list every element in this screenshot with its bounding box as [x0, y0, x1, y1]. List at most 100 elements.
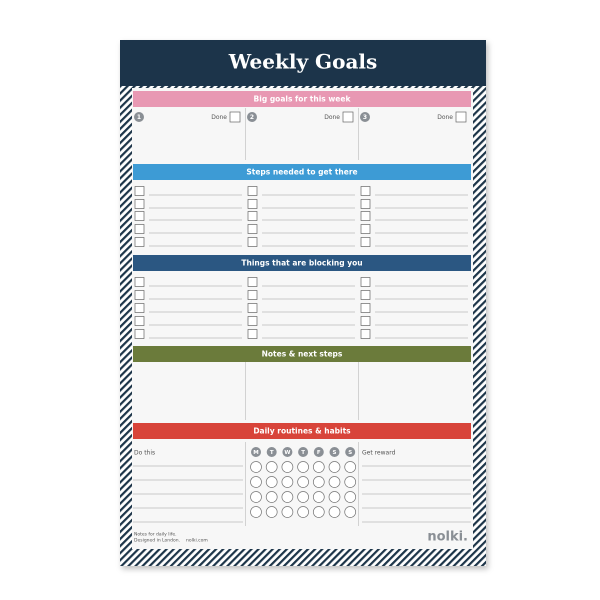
checkbox — [247, 329, 258, 339]
day-badge — [298, 447, 309, 457]
goal-number: 3 — [363, 114, 367, 121]
checkbox — [360, 303, 371, 313]
checkbox — [360, 224, 371, 234]
header-band — [120, 40, 486, 86]
checkbox — [134, 329, 145, 339]
habit-circle — [297, 461, 309, 473]
day-letter: T — [270, 450, 274, 456]
checkbox — [247, 211, 258, 221]
done-label: Done — [211, 114, 227, 121]
habit-circle — [312, 491, 325, 503]
day-letter: M — [253, 450, 258, 456]
habit-circle — [344, 476, 357, 488]
checkbox — [360, 290, 371, 300]
checkbox — [134, 224, 145, 234]
day-letter: W — [284, 450, 290, 456]
checkbox — [134, 316, 145, 326]
checkbox — [247, 237, 258, 247]
habit-circle — [281, 476, 294, 488]
section-bar — [133, 346, 471, 362]
footer-url: nolki.com — [186, 538, 208, 544]
done-checkbox — [342, 111, 354, 123]
habit-circle — [297, 476, 309, 488]
habit-circle — [312, 476, 325, 488]
checkbox — [134, 303, 145, 313]
habit-circle — [250, 491, 262, 503]
day-badge — [329, 447, 340, 457]
section-bar — [133, 423, 471, 439]
habit-circle — [344, 461, 357, 473]
section-title: Steps needed to get there — [246, 168, 357, 177]
title: Weekly Goals — [228, 50, 378, 74]
section-bar — [133, 91, 471, 107]
checkbox — [134, 186, 145, 196]
day-badge — [313, 447, 324, 457]
checkbox — [134, 290, 145, 300]
checkbox — [360, 199, 371, 209]
habit-circle — [297, 491, 309, 503]
checkbox — [247, 277, 258, 287]
habit-circle — [265, 476, 278, 488]
checkbox — [360, 211, 371, 221]
goal-number: 2 — [250, 114, 254, 121]
day-badge — [345, 447, 356, 457]
habit-circle — [265, 491, 278, 503]
habit-circle — [250, 506, 262, 518]
done-label: Done — [437, 114, 453, 121]
section-title: Notes & next steps — [262, 350, 343, 359]
done-checkbox — [455, 111, 467, 123]
habit-circle — [297, 506, 309, 518]
done-label: Done — [324, 114, 340, 121]
habit-circle — [328, 461, 341, 473]
checkbox — [360, 316, 371, 326]
day-badge — [251, 447, 261, 457]
habit-circle — [328, 476, 341, 488]
habit-circle — [328, 491, 341, 503]
checkbox — [360, 237, 371, 247]
habit-right-label: Get reward — [362, 450, 396, 457]
section-title: Big goals for this week — [254, 95, 352, 104]
day-badge — [266, 447, 277, 457]
goal-number-badge — [360, 112, 370, 122]
habit-circle — [312, 506, 325, 518]
checkbox — [247, 186, 258, 196]
day-badge — [282, 447, 293, 457]
checkbox — [247, 316, 258, 326]
done-checkbox — [229, 111, 241, 123]
goal-number: 1 — [137, 114, 141, 121]
checkbox — [247, 303, 258, 313]
goal-number-badge — [247, 112, 257, 122]
section-bar — [133, 255, 471, 271]
section-title: Daily routines & habits — [253, 427, 351, 436]
goal-number-badge — [134, 112, 144, 122]
habit-left-label: Do this — [134, 450, 155, 457]
day-letter: S — [348, 450, 352, 456]
habit-circle — [250, 476, 262, 488]
checkbox — [134, 237, 145, 247]
habit-circle — [312, 461, 325, 473]
habit-circle — [281, 506, 294, 518]
section-bar — [133, 164, 471, 180]
footer-tagline: Notes for daily life. — [134, 532, 177, 538]
habit-circle — [344, 506, 357, 518]
checkbox — [247, 290, 258, 300]
brand-logo: nolki. — [427, 530, 468, 545]
checkbox — [360, 329, 371, 339]
habit-circle — [265, 506, 278, 518]
habit-circle — [281, 461, 294, 473]
day-letter: F — [317, 450, 321, 456]
checkbox — [247, 224, 258, 234]
checkbox — [134, 211, 145, 221]
habit-circle — [328, 506, 341, 518]
habit-circle — [281, 491, 294, 503]
checkbox — [134, 199, 145, 209]
day-letter: T — [301, 450, 305, 456]
checkbox — [360, 277, 371, 287]
section-title: Things that are blocking you — [241, 259, 362, 268]
habit-circle — [250, 461, 262, 473]
checkbox — [247, 199, 258, 209]
day-letter: S — [333, 450, 337, 456]
checkbox — [134, 277, 145, 287]
